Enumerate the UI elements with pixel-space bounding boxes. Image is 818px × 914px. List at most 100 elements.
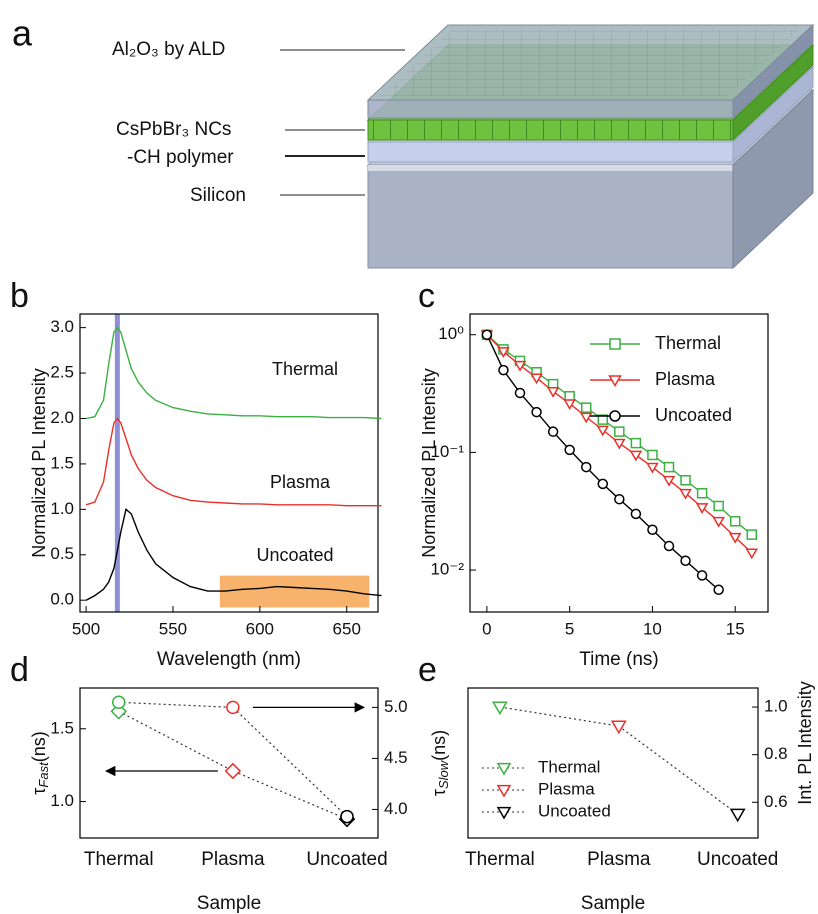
al2o3-front	[367, 99, 734, 119]
silicon-front	[367, 164, 734, 269]
marker	[745, 548, 759, 560]
marker	[496, 806, 512, 820]
marker	[680, 555, 691, 566]
plot-frame	[467, 687, 759, 839]
marker	[610, 720, 627, 735]
marker	[596, 425, 610, 437]
marker	[563, 399, 576, 411]
x-tick-label: 10	[643, 619, 662, 638]
al2o3-side	[732, 23, 814, 120]
series-line	[118, 710, 348, 820]
y2-tick-label: 4.0	[384, 799, 408, 818]
y-axis-label-main: τ	[429, 789, 449, 796]
polymer-side	[732, 65, 814, 164]
legend-label: Plasma	[538, 779, 595, 798]
layer-label: -CH polymer	[127, 147, 234, 168]
marker	[729, 808, 746, 823]
legend-label: Thermal	[538, 757, 600, 776]
marker	[728, 532, 742, 544]
series-line	[118, 701, 348, 818]
marker	[662, 475, 676, 487]
marker	[580, 461, 592, 473]
marker	[597, 414, 609, 425]
y2-tick-label: 4.5	[384, 748, 408, 767]
marker	[530, 373, 543, 385]
x-axis-label: Sample	[581, 893, 645, 914]
marker	[340, 809, 354, 824]
category-label: Plasma	[587, 849, 651, 870]
y-axis-label-main: Normalized PL Intensity	[29, 368, 49, 557]
marker	[226, 700, 240, 715]
marker	[713, 584, 724, 596]
y-axis-label-unit: (ns)	[29, 731, 49, 762]
x-tick-label: 650	[333, 619, 361, 638]
marker	[713, 500, 724, 512]
layer-label: CsPbBr₃ NCs	[116, 119, 231, 140]
nc-side	[732, 43, 814, 142]
series-line	[85, 417, 382, 507]
category-label: Thermal	[465, 849, 535, 870]
marker	[614, 426, 625, 437]
marker	[729, 515, 741, 527]
plot-frame	[79, 687, 379, 839]
y2-tick-label: 0.6	[764, 792, 788, 811]
y-axis-label-sub: Fast	[36, 761, 51, 788]
y-axis-label-main: τ	[29, 788, 49, 795]
marker	[608, 375, 622, 387]
layer-label: Al₂O₃ by ALD	[112, 39, 225, 60]
y-tick-label: 1.0	[50, 791, 74, 810]
polymer-front	[367, 141, 734, 163]
diagram: a Al₂O₃ by ALD CsPbBr₃ NCs -CH polymer S…	[12, 13, 815, 270]
marker	[663, 540, 675, 552]
silicon-oxide	[368, 165, 733, 171]
series-line	[85, 326, 382, 420]
y2-axis-label: Int. PL Intensity	[795, 681, 815, 804]
marker	[514, 387, 526, 399]
marker	[663, 461, 675, 473]
marker	[481, 329, 493, 340]
x-axis-label: Wavelength (nm)	[157, 649, 301, 670]
panel-label: d	[10, 651, 29, 689]
marker	[712, 516, 725, 528]
marker	[746, 529, 758, 540]
marker	[609, 338, 621, 350]
category-label: Thermal	[84, 849, 154, 870]
marker	[498, 364, 509, 376]
category-label: Plasma	[201, 849, 265, 870]
y-tick-label: 10⁰	[438, 324, 464, 343]
marker	[579, 412, 593, 424]
marker	[613, 438, 626, 450]
plot-frame	[79, 313, 379, 613]
panel-label: e	[418, 651, 437, 689]
marker	[496, 784, 512, 798]
marker	[597, 478, 609, 490]
y-axis-label-unit: (ns)	[429, 730, 449, 761]
marker	[546, 387, 560, 398]
al2o3-grid	[380, 30, 800, 96]
layer-label: Silicon	[190, 185, 246, 206]
marker	[513, 360, 527, 372]
nc-front	[367, 119, 734, 141]
marker	[614, 493, 625, 505]
y2-tick-label: 1.0	[764, 697, 788, 716]
y-tick-label: 1.5	[50, 453, 74, 472]
legend-label: Thermal	[655, 333, 721, 353]
y-tick-label: 3.0	[50, 317, 74, 336]
marker	[564, 444, 575, 456]
y-axis-label: Normalized PL Intensity	[29, 368, 49, 557]
x-tick-label: 0	[482, 619, 491, 638]
y-axis-label: Normalized PL Intensity	[419, 368, 439, 557]
category-label: Uncoated	[697, 849, 778, 870]
marker	[497, 347, 510, 358]
marker	[696, 570, 708, 581]
y-axis-label: τSlow(ns)	[429, 730, 452, 796]
marker	[491, 701, 508, 716]
legend-label: Plasma	[655, 369, 716, 389]
y-tick-label: 0.0	[50, 590, 74, 609]
y-axis-label: τFast(ns)	[29, 731, 52, 794]
marker	[680, 474, 691, 486]
marker	[679, 488, 692, 500]
legend-label: Uncoated	[655, 405, 732, 425]
marker	[630, 437, 642, 449]
